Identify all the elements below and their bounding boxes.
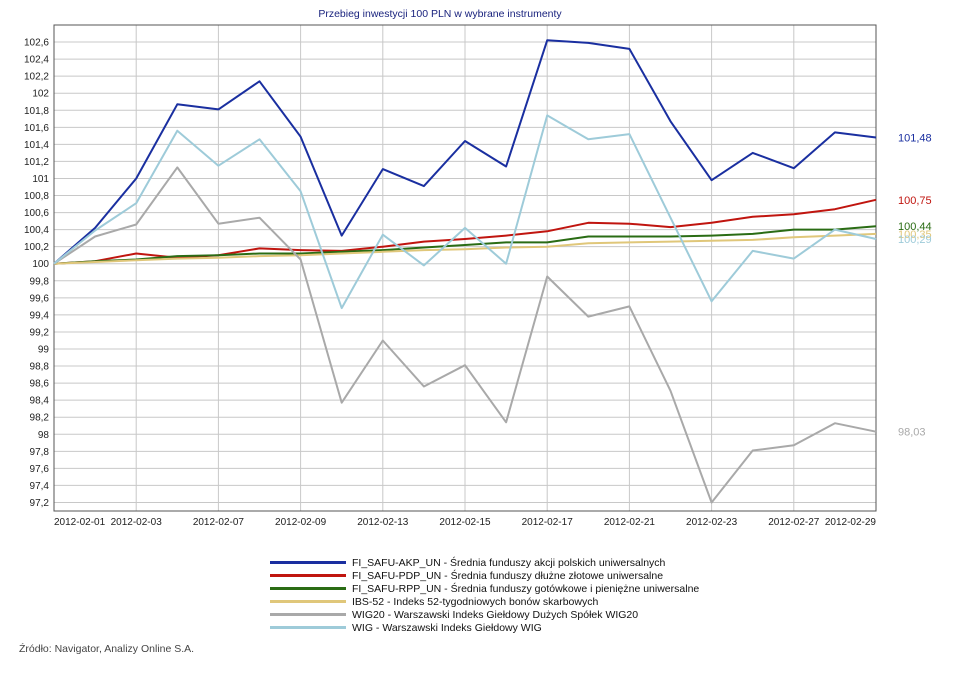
y-tick-label: 98,4	[30, 396, 50, 407]
line-chart: Przebieg inwestycji 100 PLN w wybrane in…	[24, 8, 932, 528]
legend-item: FI_SAFU-AKP_UN - Średnia funduszy akcji …	[270, 556, 699, 569]
y-tick-label: 99	[38, 345, 50, 356]
legend-item: WIG20 - Warszawski Indeks Giełdowy Dużyc…	[270, 608, 699, 621]
y-tick-label: 97,8	[30, 447, 50, 458]
legend-label: FI_SAFU-AKP_UN - Średnia funduszy akcji …	[352, 556, 666, 569]
y-tick-label: 98,6	[30, 379, 50, 390]
x-tick-label: 2012-02-29	[825, 517, 877, 528]
series-lines	[53, 39, 877, 504]
y-tick-label: 102,4	[24, 55, 49, 66]
legend-item: WIG - Warszawski Indeks Giełdowy WIG	[270, 621, 699, 634]
series-line	[53, 232, 877, 265]
legend-label: IBS-52 - Indeks 52-tygodniowych bonów sk…	[352, 595, 599, 608]
legend-label: FI_SAFU-RPP_UN - Średnia funduszy gotówk…	[352, 582, 700, 595]
series-line	[53, 166, 877, 504]
y-tick-label: 100,2	[24, 242, 49, 253]
legend-swatch	[270, 626, 346, 629]
y-tick-label: 99,6	[30, 293, 50, 304]
legend-swatch	[270, 574, 346, 577]
y-tick-label: 98	[38, 430, 50, 441]
y-tick-label: 97,6	[30, 464, 50, 475]
grid	[53, 25, 877, 511]
y-tick-label: 101,2	[24, 157, 49, 168]
series-line	[53, 225, 877, 265]
series-line	[53, 114, 877, 310]
chart-title: Przebieg inwestycji 100 PLN w wybrane in…	[318, 8, 562, 20]
y-tick-label: 101,4	[24, 140, 49, 151]
x-tick-label: 2012-02-01	[54, 517, 106, 528]
y-tick-label: 98,2	[30, 413, 50, 424]
series-end-label: 100,35	[898, 229, 932, 241]
legend-label: FI_SAFU-PDP_UN - Średnia funduszy dłużne…	[352, 569, 664, 582]
x-axis: 2012-02-01 2012-02-03 2012-02-07 2012-02-09…	[54, 517, 876, 528]
series-line	[53, 39, 877, 265]
legend: FI_SAFU-AKP_UN - Średnia funduszy akcji …	[270, 556, 699, 634]
y-tick-label: 101,6	[24, 123, 49, 134]
y-tick-label: 101,8	[24, 106, 49, 117]
x-tick-label: 2012-02-21	[604, 517, 656, 528]
y-tick-label: 97,2	[30, 498, 50, 509]
y-tick-label: 99,4	[30, 310, 50, 321]
legend-item: FI_SAFU-PDP_UN - Średnia funduszy dłużne…	[270, 569, 699, 582]
series-line	[53, 198, 877, 265]
y-tick-label: 100	[32, 259, 49, 270]
series-end-label: 101,48	[898, 133, 932, 145]
x-tick-label: 2012-02-03	[111, 517, 163, 528]
legend-item: FI_SAFU-RPP_UN - Średnia funduszy gotówk…	[270, 582, 699, 595]
series-end-label: 98,03	[898, 427, 926, 439]
y-tick-label: 102	[32, 89, 49, 100]
y-tick-label: 101	[32, 174, 49, 185]
y-tick-label: 102,6	[24, 38, 49, 49]
series-end-label: 100,75	[898, 195, 932, 207]
y-tick-label: 98,8	[30, 362, 50, 373]
legend-swatch	[270, 613, 346, 616]
y-tick-label: 97,4	[30, 481, 50, 492]
y-tick-label: 100,6	[24, 208, 49, 219]
y-axis: 97,2 97,4 97,6 97,8 98 98,2 98,4 98,6 98,8 99 99,2…	[24, 38, 49, 509]
x-tick-label: 2012-02-13	[357, 517, 409, 528]
x-tick-label: 2012-02-23	[686, 517, 738, 528]
y-tick-label: 99,8	[30, 276, 50, 287]
y-tick-label: 100,8	[24, 191, 49, 202]
y-tick-label: 100,4	[24, 225, 49, 236]
plot-area-border	[53, 24, 877, 512]
x-tick-label: 2012-02-15	[439, 517, 491, 528]
series-end-label: 100,29	[898, 234, 932, 246]
legend-swatch	[270, 600, 346, 603]
source-note: Źródło: Navigator, Analizy Online S.A.	[19, 643, 195, 655]
legend-swatch	[270, 561, 346, 564]
x-tick-label: 2012-02-07	[193, 517, 245, 528]
y-tick-label: 99,2	[30, 327, 50, 338]
x-tick-label: 2012-02-27	[768, 517, 820, 528]
legend-label: WIG20 - Warszawski Indeks Giełdowy Dużyc…	[352, 608, 639, 621]
legend-label: WIG - Warszawski Indeks Giełdowy WIG	[352, 621, 542, 634]
legend-item: IBS-52 - Indeks 52-tygodniowych bonów sk…	[270, 595, 699, 608]
series-end-label: 100,44	[898, 221, 932, 233]
legend-swatch	[270, 587, 346, 590]
x-tick-label: 2012-02-09	[275, 517, 327, 528]
y-tick-label: 102,2	[24, 72, 49, 83]
x-tick-label: 2012-02-17	[522, 517, 574, 528]
